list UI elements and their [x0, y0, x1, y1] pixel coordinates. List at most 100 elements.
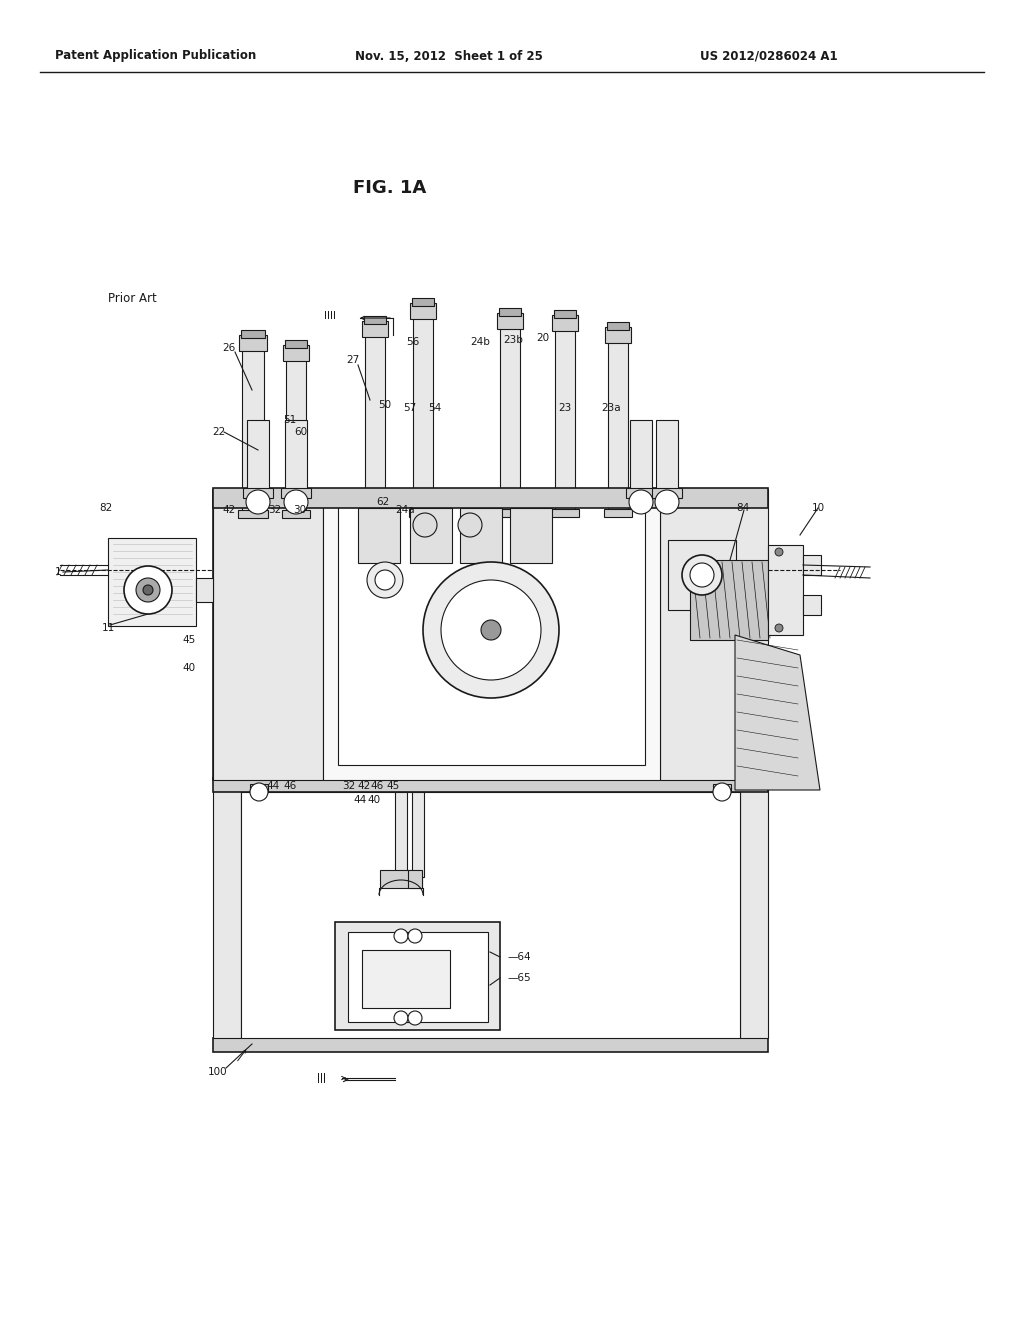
Text: 100: 100 [208, 1067, 227, 1077]
Text: FIG. 1A: FIG. 1A [353, 180, 427, 197]
Text: 50: 50 [378, 400, 391, 411]
Bar [365, 334, 385, 512]
Text: 40: 40 [182, 663, 196, 673]
Polygon shape [690, 560, 768, 640]
Text: —65: —65 [508, 973, 531, 983]
Bar [250, 784, 268, 792]
Text: 54: 54 [428, 403, 441, 413]
Circle shape [629, 490, 653, 513]
Bar [285, 420, 307, 492]
Bar [408, 870, 422, 888]
Bar [213, 488, 768, 508]
Bar [656, 420, 678, 492]
Bar [608, 341, 628, 512]
Text: 56: 56 [406, 337, 419, 347]
Circle shape [394, 929, 408, 942]
Bar [361, 510, 389, 517]
Circle shape [246, 490, 270, 513]
Text: Nov. 15, 2012  Sheet 1 of 25: Nov. 15, 2012 Sheet 1 of 25 [355, 49, 543, 62]
Bar [282, 510, 310, 517]
Circle shape [441, 579, 541, 680]
Bar [362, 321, 388, 337]
Text: 40: 40 [367, 795, 380, 805]
Circle shape [408, 929, 422, 942]
Bar [410, 304, 436, 319]
Bar [108, 539, 196, 626]
Text: 24a: 24a [395, 506, 415, 515]
Bar [213, 789, 241, 1038]
Text: 82: 82 [99, 503, 113, 513]
Bar [380, 870, 422, 888]
Bar [241, 792, 740, 1038]
Bar [413, 315, 433, 512]
Text: 57: 57 [403, 403, 416, 413]
Bar [499, 308, 521, 315]
Bar [362, 950, 450, 1008]
Bar [239, 335, 267, 351]
Circle shape [394, 1011, 408, 1026]
Text: 45: 45 [386, 781, 399, 791]
Circle shape [458, 513, 482, 537]
Bar [410, 508, 452, 564]
Bar [652, 488, 682, 498]
Text: 23b: 23b [503, 335, 523, 345]
Circle shape [775, 548, 783, 556]
Bar [409, 510, 437, 517]
Circle shape [690, 564, 714, 587]
Bar [213, 490, 323, 780]
Bar [247, 420, 269, 492]
Bar [668, 540, 736, 610]
Text: III: III [327, 312, 336, 321]
Bar [496, 510, 524, 517]
Bar [412, 792, 424, 876]
Text: 32: 32 [342, 781, 355, 791]
Bar [604, 510, 632, 517]
Circle shape [136, 578, 160, 602]
Text: —64: —64 [508, 952, 531, 962]
Bar [630, 420, 652, 492]
Bar [213, 1038, 768, 1052]
Text: 46: 46 [370, 781, 383, 791]
Bar [803, 595, 821, 615]
Bar [626, 488, 656, 498]
Bar [713, 784, 731, 792]
Bar [283, 345, 309, 360]
Bar [196, 578, 213, 602]
Bar [238, 510, 268, 517]
Text: III: III [317, 1073, 326, 1082]
Circle shape [413, 513, 437, 537]
Bar [460, 508, 502, 564]
Text: 20: 20 [536, 333, 549, 343]
Bar [551, 510, 579, 517]
Bar [335, 921, 500, 1030]
Text: 84: 84 [736, 503, 750, 513]
Bar [555, 327, 575, 512]
Circle shape [775, 624, 783, 632]
Circle shape [375, 570, 395, 590]
Text: 62: 62 [376, 498, 389, 507]
Circle shape [124, 566, 172, 614]
Bar [281, 488, 311, 498]
Text: 60: 60 [294, 426, 307, 437]
Circle shape [250, 783, 268, 801]
Bar [348, 932, 488, 1022]
Bar [395, 792, 407, 876]
Text: 23: 23 [558, 403, 571, 413]
Bar [607, 322, 629, 330]
Text: 45: 45 [182, 635, 196, 645]
Bar [554, 310, 575, 318]
Text: 1: 1 [55, 568, 61, 577]
Text: Prior Art: Prior Art [108, 292, 157, 305]
Text: 32: 32 [268, 506, 282, 515]
Bar [241, 330, 265, 338]
Circle shape [682, 554, 722, 595]
Bar [803, 554, 821, 576]
Text: 42: 42 [222, 506, 236, 515]
Text: 23a: 23a [601, 403, 621, 413]
Bar [412, 298, 434, 306]
Circle shape [481, 620, 501, 640]
Text: 27: 27 [346, 355, 359, 366]
Bar [338, 506, 645, 766]
Bar [364, 315, 386, 323]
Text: 22: 22 [212, 426, 225, 437]
